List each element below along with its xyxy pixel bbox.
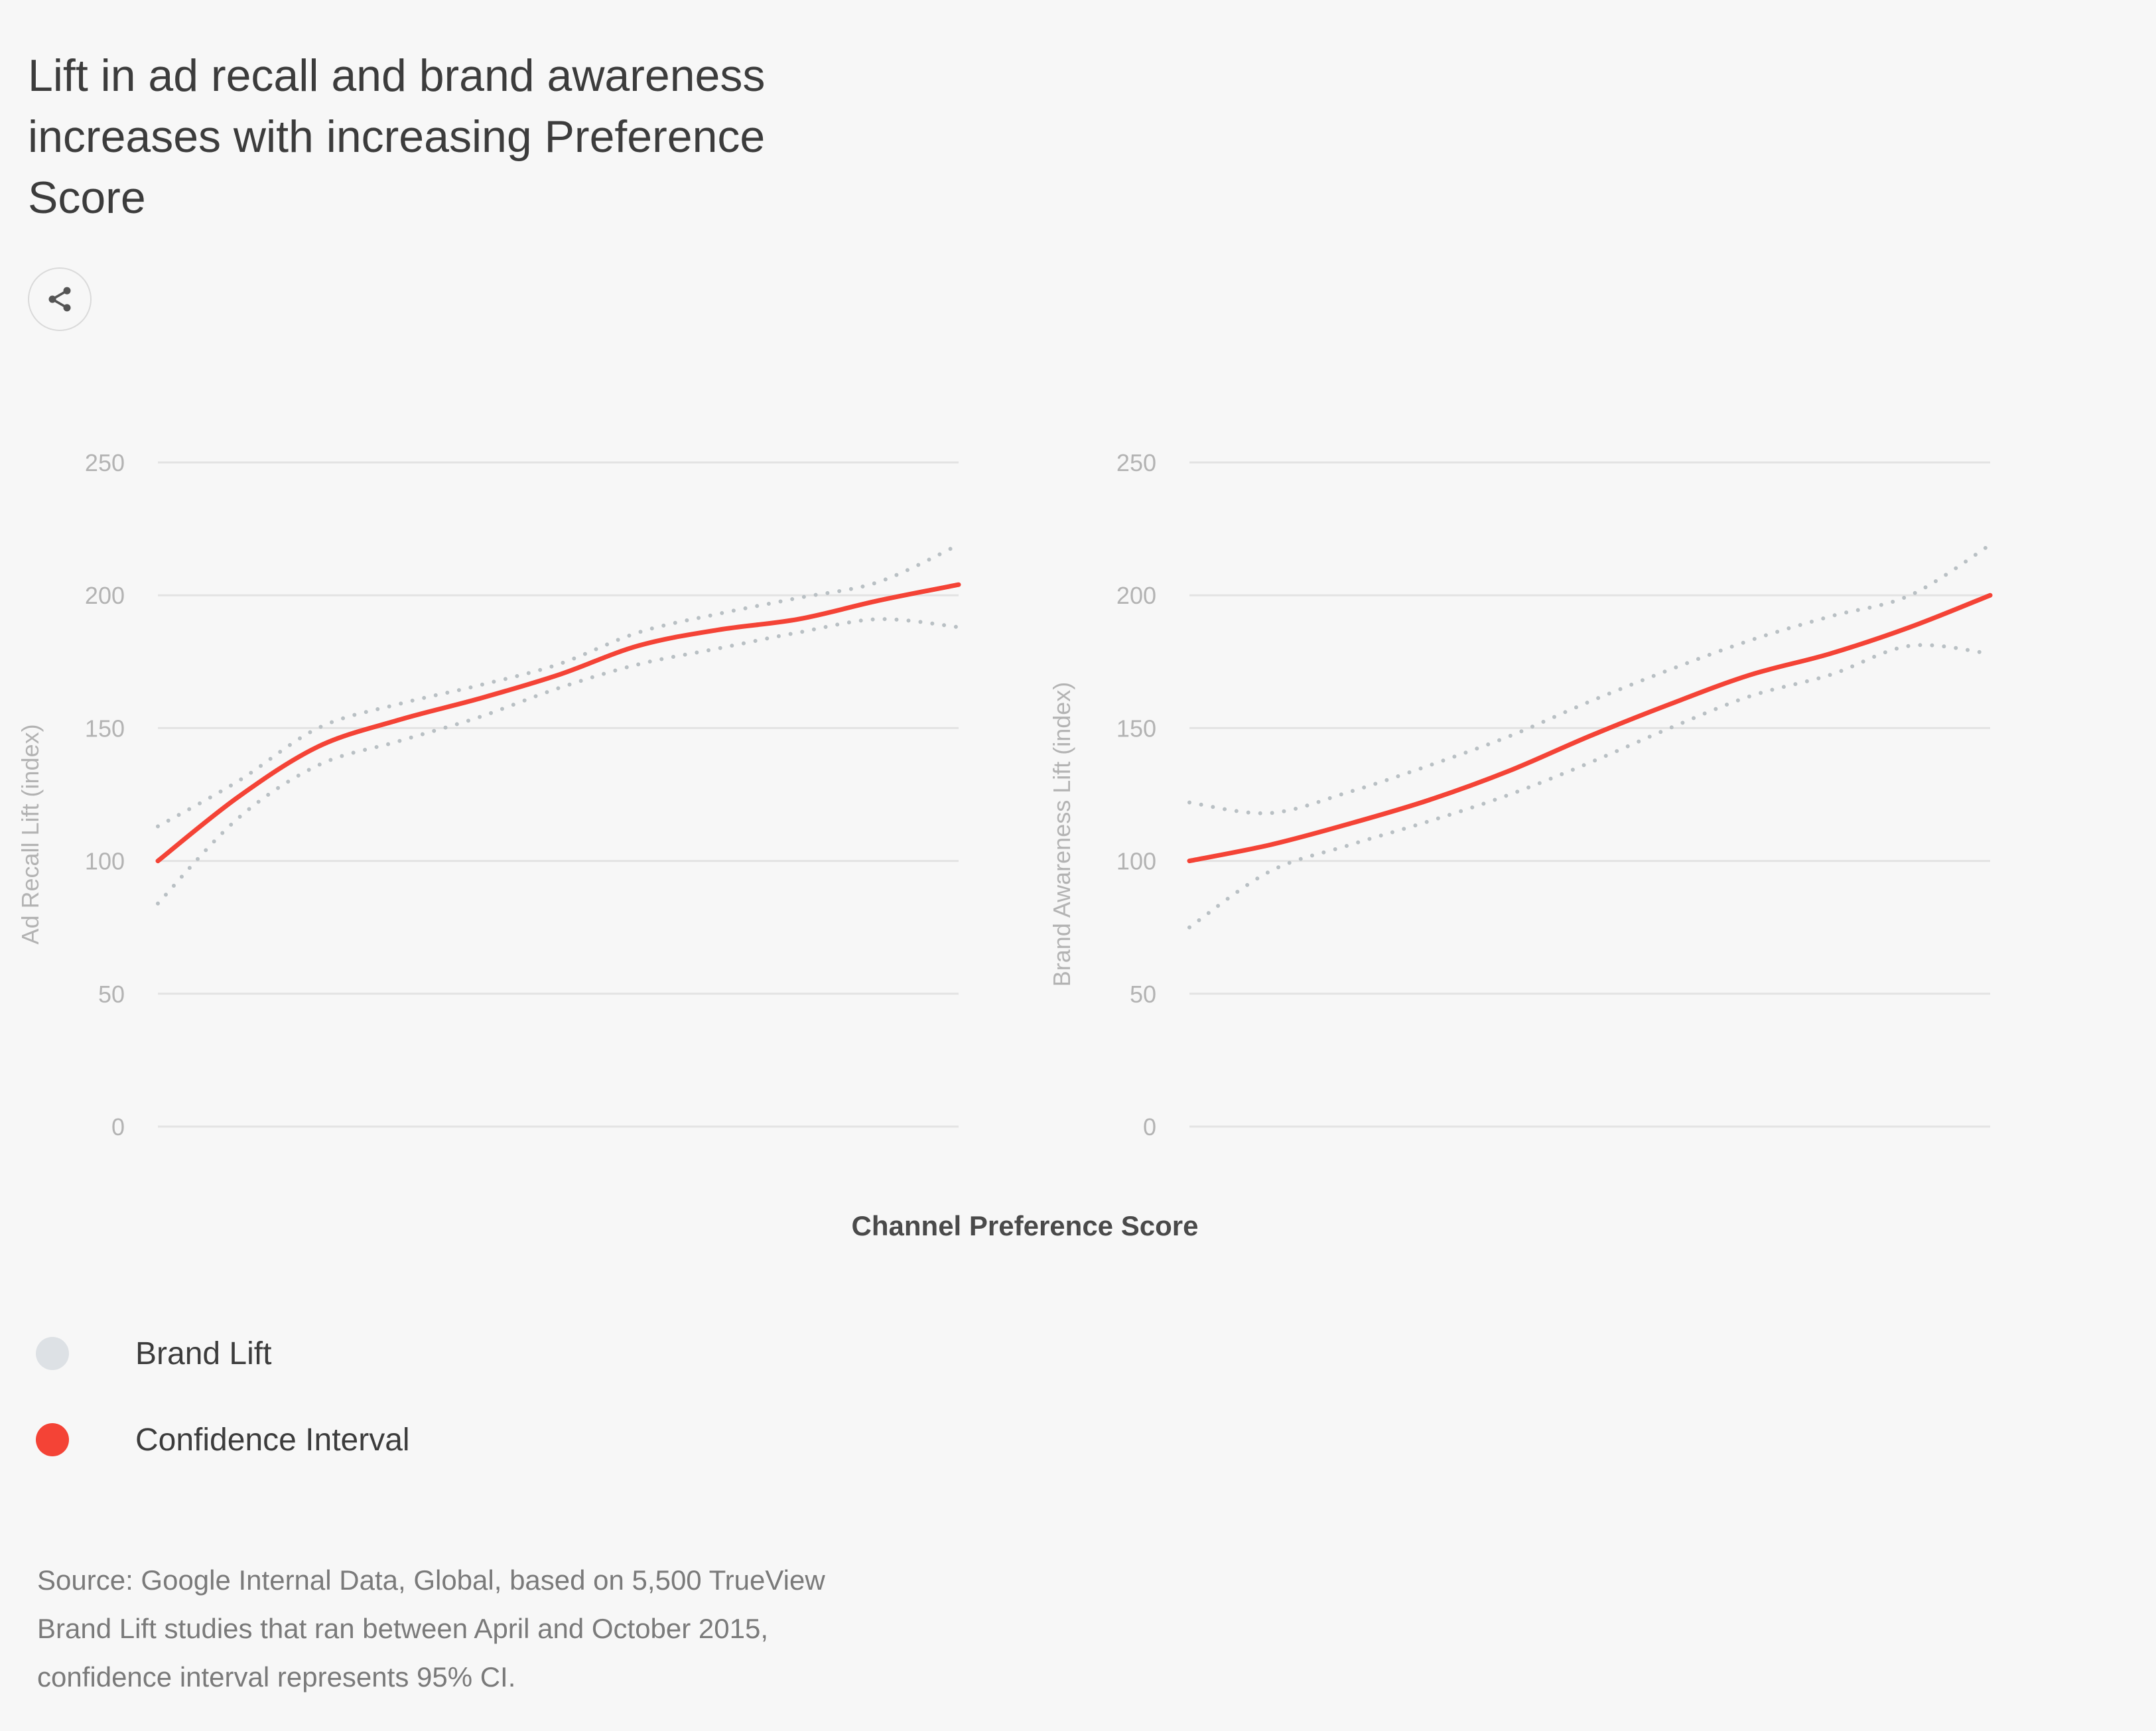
trend-line [155,582,961,864]
x-axis-label: Channel Preference Score [852,1210,1199,1241]
y-tick-label: 200 [85,582,125,609]
trend-line [1187,592,1993,864]
y-axis-label: Brand Awareness Lift (index) [1048,682,1075,987]
y-tick-label: 0 [1143,1113,1156,1141]
y-tick-label: 250 [1116,449,1156,476]
confidence-upper-line [1187,543,1992,815]
y-tick-label: 50 [1130,981,1156,1008]
share-button[interactable] [28,267,92,331]
legend-swatch-confidence-interval [36,1423,69,1456]
y-axis-label: Ad Recall Lift (index) [17,724,44,944]
y-tick-label: 0 [111,1113,125,1141]
legend-label-confidence-interval: Confidence Interval [135,1422,410,1458]
brand-awareness-chart: 0 50 100 150 200 250 Brand Awareness Lift (ind… [1048,449,1993,1141]
source-note: Source: Google Internal Data, Global, ba… [37,1564,825,1693]
y-tick-label: 200 [1116,582,1156,609]
confidence-upper-line [156,543,961,829]
legend-item-confidence-interval: Confidence Interval [36,1397,410,1483]
chart-title: Lift in ad recall and brand awareness in… [28,50,766,223]
y-tick-label: 250 [85,449,125,476]
share-icon [48,287,71,312]
legend-item-brand-lift: Brand Lift [36,1310,410,1397]
confidence-lower-line [1187,643,1992,930]
legend: Brand Lift Confidence Interval [36,1310,410,1483]
legend-swatch-brand-lift [36,1337,69,1370]
ad-recall-chart: 0 50 100 150 200 250 Ad Recall Lift (index) [17,449,961,1141]
y-tick-label: 150 [85,715,125,742]
y-tick-label: 150 [1116,715,1156,742]
charts-area: 0 50 100 150 200 250 Ad Recall Lift (index) 0 5… [17,449,1993,1241]
y-tick-label: 100 [85,848,125,875]
legend-label-brand-lift: Brand Lift [135,1336,272,1371]
y-tick-label: 50 [98,981,125,1008]
y-tick-label: 100 [1116,848,1156,875]
